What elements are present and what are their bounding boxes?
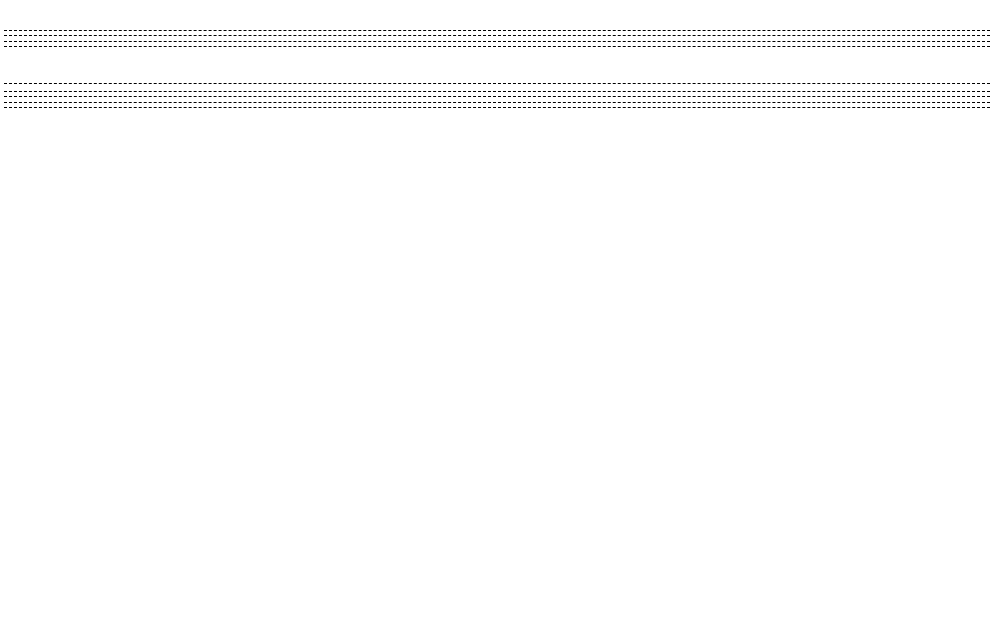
- divider-double: [4, 91, 990, 98]
- divider-double: [4, 30, 990, 36]
- coef-table-header: [4, 50, 990, 75]
- divider-single: [4, 83, 990, 85]
- divider-double: [4, 102, 990, 109]
- ols-summary: [4, 0, 990, 111]
- summary-title: [4, 0, 990, 25]
- divider-double: [4, 41, 990, 47]
